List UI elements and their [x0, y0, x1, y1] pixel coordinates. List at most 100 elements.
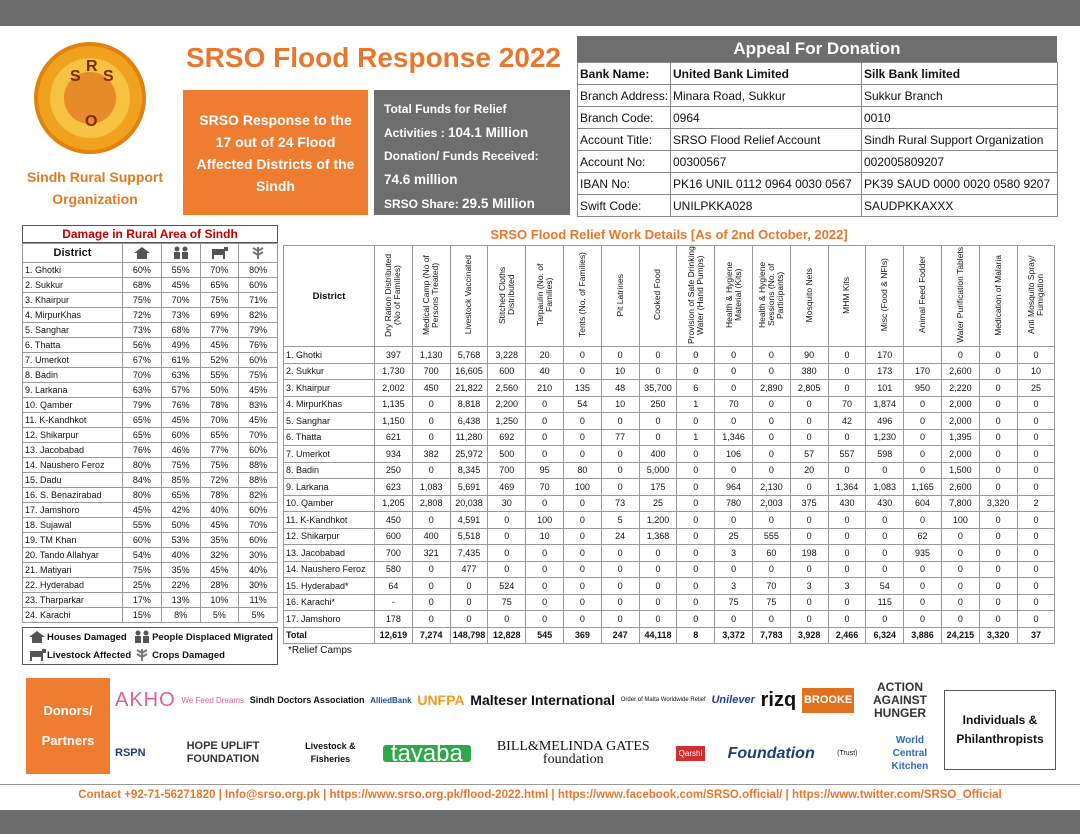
work-value: 173	[865, 362, 905, 380]
work-row: 1. Ghotki 397 1,130 5,768 3,228 20 0 0 0 0 0 0 90 0 17…	[283, 346, 1056, 364]
work-title: SRSO Flood Relief Work Details [As of 2n…	[490, 227, 848, 242]
donation-cell: Account Title:	[577, 128, 671, 151]
work-row: 11. K-Kandhkot 450 0 4,591 0 100 0 5 1,200 0 0 0 0 0 0…	[283, 511, 1056, 529]
work-total: 44,118	[638, 626, 678, 644]
donation-row: Bank Name: United Bank Limited Silk Bank l…	[577, 62, 1058, 85]
work-district: 11. K-Kandhkot	[283, 511, 375, 529]
work-district: 12. Shikarpur	[283, 527, 375, 545]
work-value: 0	[525, 428, 564, 446]
work-total: 148,798	[449, 626, 489, 644]
damage-value: 45%	[122, 502, 162, 518]
logo-letter: R	[86, 58, 98, 75]
work-header-text: District	[312, 290, 346, 302]
work-value: 0	[978, 593, 1018, 611]
work-value: 0	[676, 445, 716, 463]
damage-value: 68%	[122, 277, 162, 293]
work-value: 0	[1016, 346, 1056, 364]
damage-district: 10. Qamber	[22, 397, 123, 413]
damage-value: 83%	[238, 397, 278, 413]
work-total: 7,783	[751, 626, 791, 644]
work-value: 0	[676, 478, 716, 496]
work-value: 0	[714, 610, 753, 628]
work-header: Provision of Safe Drinking Water (Hand P…	[676, 245, 716, 347]
work-value: 10	[600, 362, 640, 380]
work-value: 90	[789, 346, 829, 364]
work-value: 3	[827, 577, 867, 595]
partners-label: Donors/ Partners	[26, 678, 110, 774]
damage-row: 15. Dadu 84% 85% 72% 88%	[22, 472, 278, 488]
bottom-bar	[0, 810, 1080, 834]
work-value: 555	[751, 527, 791, 545]
damage-district: 20. Tando Allahyar	[22, 547, 123, 563]
partner-logo: Foundation	[727, 744, 815, 762]
work-value: 0	[827, 544, 867, 562]
work-value: 0	[903, 593, 942, 611]
work-value: 524	[487, 577, 527, 595]
damage-value: 65%	[122, 427, 162, 443]
partner-logo: ACTION AGAINST HUNGER	[873, 679, 927, 720]
work-value: 0	[865, 511, 905, 529]
work-value: 0	[789, 395, 829, 413]
work-value: 0	[789, 412, 829, 430]
work-value: 75	[487, 593, 527, 611]
work-district: 16. Karachi*	[283, 593, 375, 611]
work-value: 0	[525, 593, 564, 611]
work-district: 5. Sanghar	[283, 412, 375, 430]
work-value: 0	[978, 346, 1018, 364]
work-value: 0	[676, 610, 716, 628]
work-header: Misc (Food & NFIs)	[865, 245, 905, 347]
damage-value: 84%	[122, 472, 162, 488]
work-row: 14. Naushero Feroz 580 0 477 0 0 0 0 0 0 0 0 0 0 0 0 0 0 0	[283, 560, 1056, 578]
work-value: 0	[1016, 593, 1056, 611]
damage-value: 54%	[122, 547, 162, 563]
work-value: 0	[449, 610, 489, 628]
work-value: 0	[562, 346, 602, 364]
damage-value: 80%	[122, 487, 162, 503]
work-total: 3,928	[789, 626, 829, 644]
damage-value: 60%	[238, 277, 278, 293]
damage-value: 17%	[122, 592, 162, 608]
response-box: SRSO Response to the 17 out of 24 Flood …	[183, 90, 368, 215]
damage-value: 32%	[199, 547, 240, 563]
work-value: 780	[714, 494, 753, 512]
partner-logo: Livestock & Fisheries	[305, 741, 356, 764]
work-value: 0	[600, 412, 640, 430]
damage-icon	[238, 243, 278, 263]
work-value: 0	[638, 577, 678, 595]
work-value: 5,768	[449, 346, 489, 364]
work-value: -	[374, 593, 413, 611]
work-value: 0	[940, 527, 980, 545]
work-value: 0	[1016, 395, 1056, 413]
work-value: 0	[562, 428, 602, 446]
damage-value: 65%	[160, 487, 201, 503]
work-value: 1,364	[827, 478, 867, 496]
work-total: 369	[562, 626, 602, 644]
work-value: 80	[562, 461, 602, 479]
work-value: 0	[638, 362, 678, 380]
work-district: 4. MirpurKhas	[283, 395, 375, 413]
work-value: 178	[374, 610, 413, 628]
work-value: 700	[374, 544, 413, 562]
damage-row: 20. Tando Allahyar 54% 40% 32% 30%	[22, 547, 278, 563]
damage-value: 10%	[199, 592, 240, 608]
work-value: 2,600	[940, 362, 980, 380]
work-value: 2,002	[374, 379, 413, 397]
damage-row: 13. Jacobabad 76% 46% 77% 60%	[22, 442, 278, 458]
damage-row: 24. Karachi 15% 8% 5% 5%	[22, 607, 278, 623]
work-total: 6,324	[865, 626, 905, 644]
work-value: 3,228	[487, 346, 527, 364]
damage-value: 45%	[199, 337, 240, 353]
work-value: 70	[525, 478, 564, 496]
work-value: 10	[600, 395, 640, 413]
work-value: 40	[525, 362, 564, 380]
donation-cell: Account No:	[577, 150, 671, 173]
work-header-text: Mosquito Nets	[803, 267, 814, 323]
damage-value: 52%	[199, 352, 240, 368]
damage-district: 11. K-Kandhkot	[22, 412, 123, 428]
donation-cell: PK16 UNIL 0112 0964 0030 0567	[670, 172, 862, 195]
work-value: 0	[751, 511, 791, 529]
work-value: 2,808	[411, 494, 451, 512]
work-value: 0	[600, 577, 640, 595]
work-value: 2,000	[940, 445, 980, 463]
damage-value: 82%	[238, 487, 278, 503]
